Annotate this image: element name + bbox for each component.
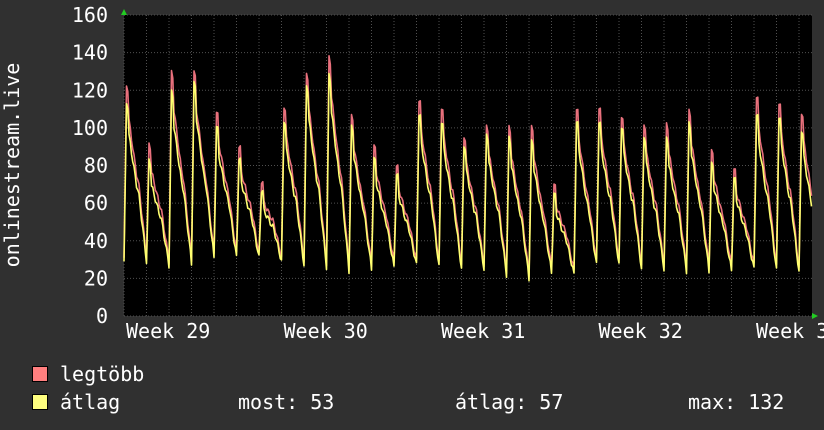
x-tick-label: Week 30 (284, 319, 368, 343)
y-axis-title: onlinestream.live (0, 62, 24, 268)
stat-current: most: 53 (238, 390, 335, 414)
x-tick-label: Week 32 (599, 319, 683, 343)
y-axis-arrow (121, 9, 127, 15)
legend-swatch-avg (32, 394, 48, 410)
y-tick-label: 120 (72, 78, 108, 102)
legend-item-avg: átlag (32, 390, 120, 414)
legend-swatch-max (32, 366, 48, 382)
x-axis-arrow (812, 313, 818, 319)
stat-maximum: max: 132 (688, 390, 785, 414)
x-tick-label: Week 31 (441, 319, 525, 343)
x-tick-label: Week 3 (756, 319, 824, 343)
stat-average: átlag: 57 (455, 390, 564, 414)
series-line-avg (123, 72, 813, 282)
legend-item-max: legtöbb (32, 362, 144, 386)
y-tick-label: 20 (84, 266, 108, 290)
y-tick-label: 100 (72, 116, 108, 140)
legend-label-avg: átlag (60, 390, 121, 414)
y-tick-label: 0 (96, 304, 108, 328)
line-chart: 0 20 40 60 80 100 120 140 160 Week 29 Week 30 Week … (72, 3, 824, 343)
legend-label-max: legtöbb (60, 362, 145, 386)
x-tick-label: Week 29 (126, 319, 210, 343)
y-tick-label: 80 (84, 154, 108, 178)
y-tick-label: 140 (72, 41, 108, 65)
y-tick-label: 60 (84, 191, 108, 215)
y-tick-label: 40 (84, 229, 108, 253)
y-tick-label: 160 (72, 3, 108, 27)
